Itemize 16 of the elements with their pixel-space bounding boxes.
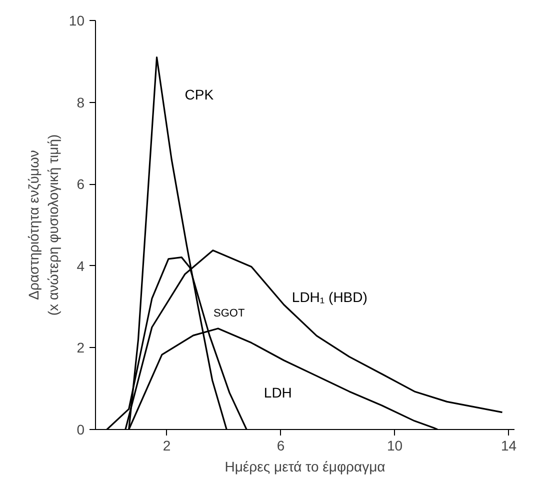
x-tick-label: 10 (387, 438, 403, 454)
y-axis-title: Δραστηριότητα ενζύμων (x ανώτερη φυσιολογική τιμή) (26, 134, 61, 316)
y-tick-label: 4 (76, 258, 85, 274)
x-axis-title: Ημέρες μετά το έμφραγμα (224, 458, 386, 474)
y-tick-label: 6 (76, 176, 85, 192)
y-tick-label: 2 (76, 340, 85, 356)
series-label: LDH₁ (HBD) (292, 288, 368, 305)
x-tick-label: 14 (501, 438, 517, 454)
x-tick-label: 2 (162, 438, 171, 454)
y-tick-label: 10 (68, 12, 85, 28)
series-label: LDH (264, 384, 292, 400)
y-tick-label: 0 (76, 422, 85, 438)
y-tick-label: 8 (76, 94, 85, 110)
series-label: SGOT (214, 307, 245, 320)
series-label: CPK (184, 86, 214, 102)
x-tick-label: 6 (276, 438, 285, 454)
